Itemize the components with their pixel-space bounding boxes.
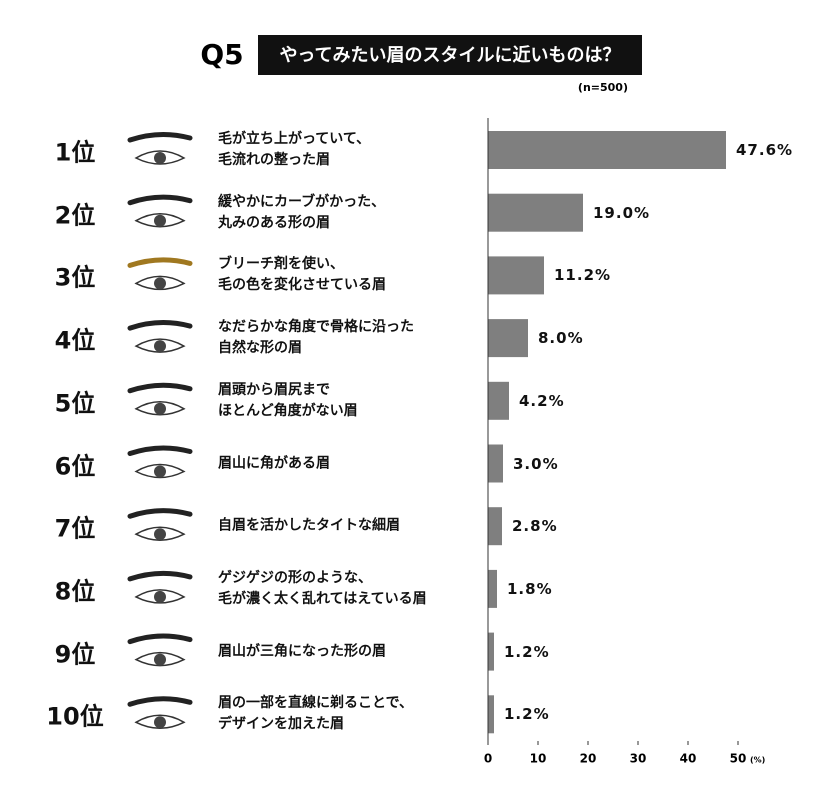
value-label: 2.8%	[512, 517, 558, 536]
rank-label: 6位	[54, 452, 96, 480]
bar	[488, 444, 503, 483]
eyebrow-icon	[127, 132, 193, 143]
question-number: Q5	[200, 38, 243, 71]
eyebrow-icon	[127, 194, 193, 206]
category-label: 自眉を活かしたタイトな細眉	[218, 517, 400, 534]
chart-title: やってみたい眉のスタイルに近いものは？	[279, 44, 620, 66]
eyebrow-icon	[127, 257, 193, 268]
x-tick-label: 20	[580, 752, 597, 766]
category-label: ブリーチ剤を使い、 毛の色を変化させている眉	[218, 256, 386, 294]
eyebrow-icon	[127, 382, 193, 394]
x-tick-label: 10	[530, 752, 547, 766]
value-label: 4.2%	[519, 391, 565, 410]
value-label: 1.2%	[504, 705, 550, 724]
x-tick-label: 50	[730, 752, 747, 766]
category-label: 眉頭から眉尻まで ほとんど角度がない眉	[218, 381, 358, 419]
category-label: 眉山に角がある眉	[218, 455, 330, 471]
iris-icon	[154, 528, 166, 541]
bar	[488, 381, 509, 420]
iris-icon	[154, 277, 166, 290]
bar	[488, 695, 494, 734]
category-label: なだらかな角度で骨格に沿った 自然な形の眉	[218, 319, 414, 357]
eyebrow-icon	[127, 445, 193, 456]
bar	[488, 319, 528, 358]
bar	[488, 507, 502, 546]
rank-label: 4位	[54, 326, 96, 355]
x-tick-label: 30	[630, 752, 647, 766]
value-label: 11.2%	[554, 266, 612, 285]
iris-icon	[154, 590, 166, 603]
title-box	[258, 35, 642, 75]
bar	[488, 193, 583, 232]
eyebrow-icon	[127, 570, 193, 582]
eyebrow-icon	[127, 508, 193, 519]
iris-icon	[154, 340, 166, 353]
rank-label: 3位	[54, 263, 96, 292]
iris-icon	[154, 716, 166, 729]
eyebrow-icon	[127, 320, 193, 331]
x-unit: (%)	[750, 756, 765, 765]
value-label: 19.0%	[593, 203, 651, 222]
bar	[488, 632, 494, 671]
iris-icon	[154, 152, 166, 164]
rank-label: 2位	[54, 201, 96, 230]
value-label: 3.0%	[513, 454, 559, 473]
bar	[488, 131, 726, 169]
iris-icon	[154, 214, 166, 227]
category-label: 眉山が三角になった形の眉	[218, 643, 386, 660]
x-tick-label: 40	[680, 752, 697, 766]
bar	[488, 256, 544, 295]
x-tick-label: 0	[484, 752, 492, 766]
value-label: 47.6%	[736, 141, 794, 159]
eyebrow-icon	[127, 696, 193, 707]
value-label: 8.0%	[538, 329, 584, 348]
rank-label: 5位	[54, 389, 96, 418]
rank-label: 9位	[54, 640, 96, 669]
eyebrow-icon	[127, 633, 193, 645]
rank-label: 8位	[54, 577, 96, 606]
category-label: 眉の一部を直線に剃ることで、 デザインを加えた眉	[218, 695, 414, 733]
value-label: 1.2%	[504, 642, 550, 661]
bar	[488, 569, 497, 608]
rank-label: 7位	[54, 514, 96, 543]
sample-note: (n=500)	[578, 81, 628, 94]
iris-icon	[154, 402, 166, 415]
rank-label: 1位	[54, 138, 96, 167]
iris-icon	[154, 465, 166, 478]
iris-icon	[154, 653, 166, 666]
category-label: 毛が立ち上がっていて、 毛流れの整った眉	[218, 131, 371, 168]
category-label: ゲジゲジの形のような、 毛が濃く太く乱れてはえている眉	[218, 569, 427, 607]
rank-label: 10位	[46, 702, 104, 731]
category-label: 緩やかにカーブがかった、 丸みのある形の眉	[218, 193, 386, 231]
value-label: 1.8%	[507, 579, 553, 598]
